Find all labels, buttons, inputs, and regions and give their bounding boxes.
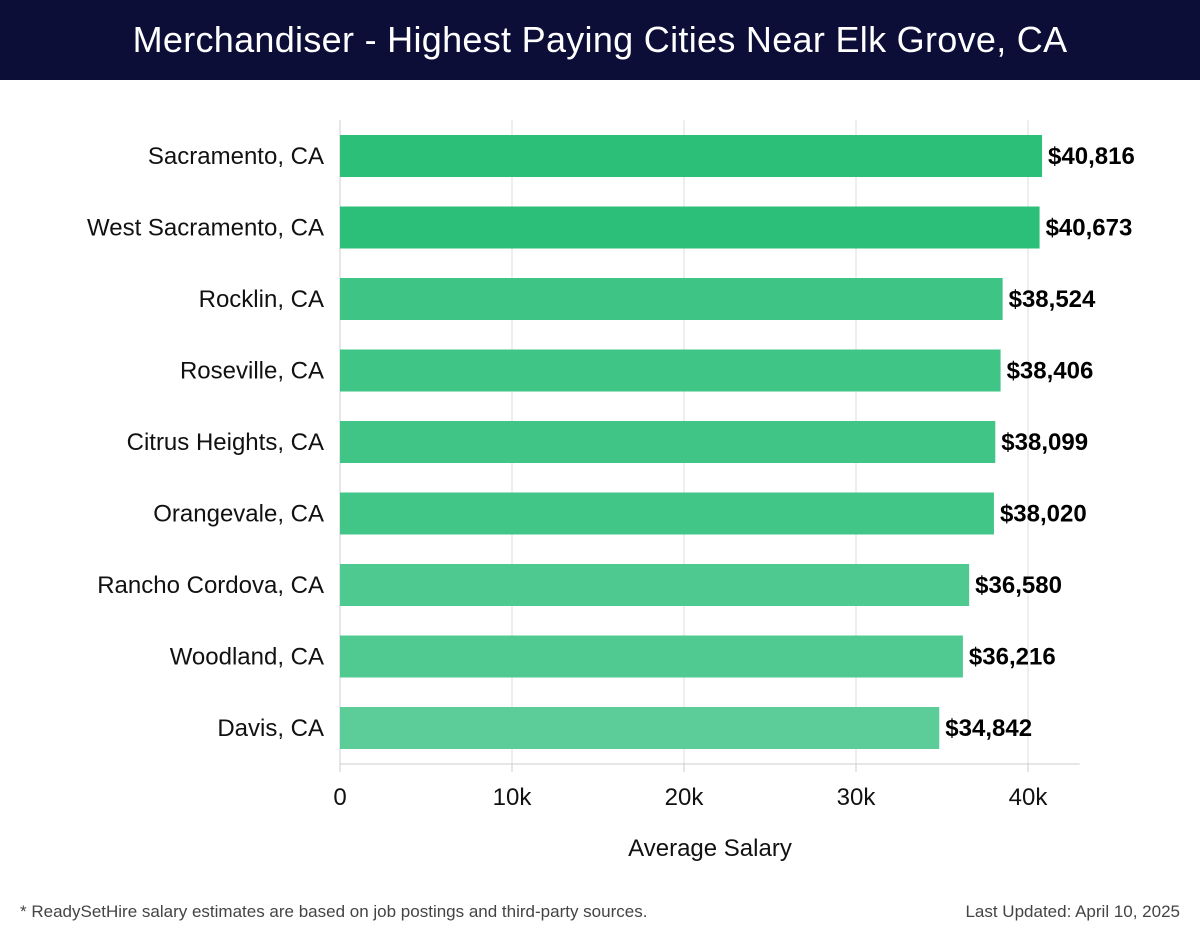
category-label: Sacramento, CA <box>148 143 324 170</box>
category-label: Roseville, CA <box>180 358 324 385</box>
chart-title: Merchandiser - Highest Paying Cities Nea… <box>132 19 1068 60</box>
value-label: $36,580 <box>975 572 1062 599</box>
title-bar: Merchandiser - Highest Paying Cities Nea… <box>0 0 1200 80</box>
value-label: $36,216 <box>969 644 1056 671</box>
footer-note: * ReadySetHire salary estimates are base… <box>20 902 648 921</box>
value-label: $38,099 <box>1001 429 1088 456</box>
last-updated: Last Updated: April 10, 2025 <box>965 902 1180 921</box>
x-tick-label: 0 <box>333 784 346 811</box>
value-label: $38,406 <box>1007 358 1094 385</box>
bar <box>340 635 963 678</box>
x-tick-label: 40k <box>1009 784 1049 811</box>
category-label: Citrus Heights, CA <box>127 429 324 456</box>
value-label: $40,673 <box>1046 215 1133 242</box>
value-label: $38,020 <box>1000 501 1087 528</box>
x-tick-label: 10k <box>493 784 533 811</box>
category-label: West Sacramento, CA <box>87 215 324 242</box>
category-label: Davis, CA <box>217 715 324 742</box>
x-axis-label: Average Salary <box>628 835 792 862</box>
bar <box>340 135 1043 177</box>
category-labels: Sacramento, CA West Sacramento, CA Rocklin… <box>87 143 324 742</box>
x-tick-label: 20k <box>665 784 705 811</box>
bar <box>340 206 1040 249</box>
bar <box>340 349 1001 392</box>
category-label: Rancho Cordova, CA <box>97 572 324 599</box>
value-label: $34,842 <box>945 715 1032 742</box>
bar <box>340 421 996 463</box>
bar-chart: Sacramento, CA West Sacramento, CA Rocklin… <box>87 120 1135 862</box>
value-labels: $40,816 $40,673 $38,524 $38,406 $38,099 $38,0… <box>945 143 1135 742</box>
category-label: Rocklin, CA <box>199 286 324 313</box>
category-label: Orangevale, CA <box>153 501 324 528</box>
x-axis-ticks: 0 10k 20k 30k 40k <box>333 764 1048 811</box>
bar <box>340 564 970 606</box>
bar <box>340 707 940 749</box>
x-tick-label: 30k <box>837 784 877 811</box>
bars <box>340 135 1043 749</box>
bar <box>340 278 1003 320</box>
value-label: $40,816 <box>1048 143 1135 170</box>
value-label: $38,524 <box>1009 286 1096 313</box>
category-label: Woodland, CA <box>170 644 324 671</box>
bar <box>340 492 994 535</box>
